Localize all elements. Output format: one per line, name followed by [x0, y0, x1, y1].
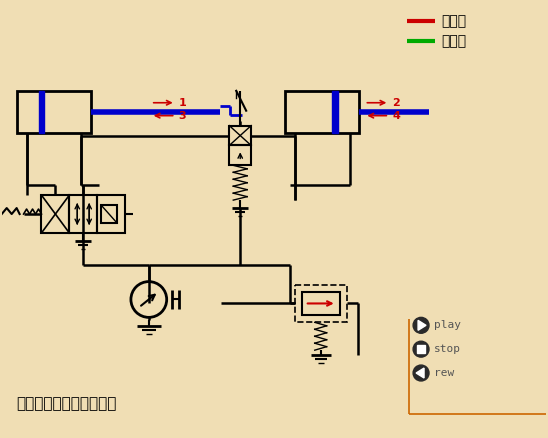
Circle shape [413, 341, 429, 357]
Bar [38, 91, 44, 133]
Bar [285, 91, 359, 133]
Text: 进油路: 进油路 [441, 14, 466, 28]
Circle shape [413, 318, 429, 333]
Bar [69, 195, 97, 233]
Text: 3: 3 [179, 111, 186, 120]
Bar [42, 195, 69, 233]
Text: rew: rew [434, 368, 454, 378]
Bar [302, 292, 340, 315]
Polygon shape [416, 368, 424, 378]
Text: 2: 2 [392, 98, 400, 108]
Bar [229, 126, 251, 145]
Text: stop: stop [434, 344, 461, 354]
Text: 回油路: 回油路 [441, 34, 466, 48]
Text: 4: 4 [392, 111, 400, 120]
Text: 行程阀控制顺序动作回路: 行程阀控制顺序动作回路 [16, 396, 117, 411]
Bar [229, 145, 251, 165]
Text: play: play [434, 320, 461, 330]
Circle shape [413, 365, 429, 381]
Bar [417, 345, 425, 353]
Bar [97, 195, 125, 233]
Polygon shape [418, 320, 426, 330]
Bar [101, 205, 117, 223]
Bar [295, 285, 346, 322]
Text: 1: 1 [179, 98, 186, 108]
Bar [332, 91, 338, 133]
Bar [16, 91, 91, 133]
